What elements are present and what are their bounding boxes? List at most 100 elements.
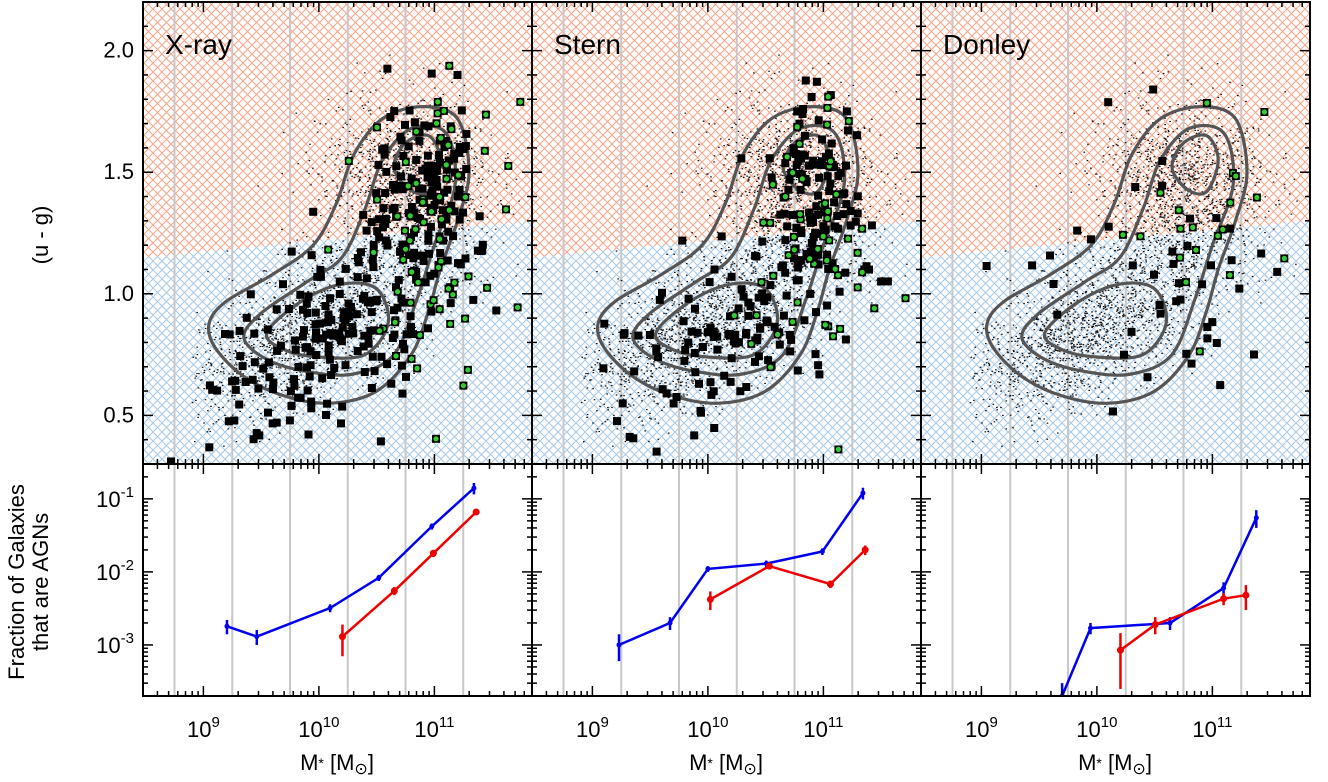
flag-marker	[374, 197, 380, 203]
flag-marker	[828, 158, 834, 164]
agn-point	[440, 188, 449, 197]
flag-marker	[1177, 226, 1183, 232]
agn-point	[304, 430, 313, 439]
flag-marker	[435, 264, 442, 270]
agn-point	[396, 247, 404, 256]
agn-point	[369, 240, 378, 249]
density-contour	[1042, 281, 1169, 360]
agn-point	[383, 241, 392, 250]
agn-point	[826, 179, 835, 188]
xlabel-0: M* [M⊙]	[300, 750, 374, 778]
agn-point	[455, 215, 464, 224]
agn-point	[424, 236, 433, 245]
flag-marker	[784, 154, 790, 160]
y-tick-label: 0.5	[103, 402, 134, 427]
agn-point	[450, 154, 459, 163]
flag-marker	[1220, 226, 1226, 233]
agn-point	[354, 258, 363, 267]
agn-point	[307, 397, 316, 406]
color-mass-panels: X-ray Stern Donley 0.5 1.0 1.5 2.0	[103, 1, 1311, 465]
agn-point	[379, 204, 388, 213]
agn-point	[599, 364, 608, 373]
agn-point	[658, 385, 667, 394]
flag-marker	[1176, 207, 1182, 213]
agn-point	[810, 254, 818, 263]
agn-point	[822, 152, 830, 161]
agn-point	[815, 370, 824, 379]
flag-marker	[835, 272, 841, 278]
blue-series-line	[226, 487, 475, 638]
agn-point	[444, 156, 453, 165]
flag-marker	[791, 247, 797, 253]
agn-point	[380, 144, 389, 153]
agn-point	[783, 222, 792, 231]
agn-point	[1182, 349, 1191, 358]
agn-point	[736, 387, 745, 396]
agn-point	[421, 278, 430, 287]
agn-point	[843, 126, 852, 135]
agn-point	[249, 435, 258, 444]
agn-point	[290, 381, 299, 390]
agn-point	[443, 256, 452, 265]
agn-point	[291, 336, 299, 345]
agn-point	[785, 330, 794, 339]
flag-marker	[1227, 200, 1233, 206]
flag-marker	[446, 63, 452, 69]
flag-marker	[407, 300, 414, 306]
agn-point	[322, 411, 330, 419]
flag-marker	[826, 237, 832, 243]
agn-point	[455, 148, 464, 157]
red-sequence-region	[532, 2, 921, 258]
agn-point	[691, 304, 699, 313]
agn-point	[1149, 85, 1158, 94]
agn-point	[284, 305, 293, 313]
agn-point	[382, 167, 391, 176]
flag-marker	[438, 135, 444, 141]
agn-point	[734, 304, 743, 313]
flag-marker	[403, 159, 409, 165]
agn-point	[367, 384, 376, 392]
agn-point	[447, 201, 456, 210]
agn-point	[304, 292, 313, 301]
agn-point	[1176, 295, 1185, 304]
agn-point	[782, 291, 791, 300]
flag-marker	[465, 367, 471, 373]
agn-point	[1049, 280, 1058, 288]
agn-point	[276, 341, 285, 350]
agn-point	[823, 301, 832, 310]
red-series-line	[1119, 593, 1247, 652]
agn-point	[680, 356, 689, 365]
agn-point	[254, 384, 263, 393]
agn-point	[369, 263, 378, 272]
agn-point	[372, 295, 381, 304]
agn-point	[296, 393, 305, 402]
agn-point	[335, 290, 344, 298]
agn-point	[287, 401, 296, 410]
agn-point	[807, 93, 816, 101]
agn-point	[291, 345, 300, 354]
flag-marker	[824, 105, 831, 111]
flag-marker	[820, 233, 826, 239]
agn-point	[388, 205, 397, 214]
agn-point	[325, 355, 334, 364]
flag-marker	[431, 297, 437, 303]
agn-point	[800, 316, 809, 325]
agn-point	[327, 371, 336, 379]
agn-point	[390, 185, 399, 194]
agn-point	[455, 186, 464, 194]
flag-marker	[1281, 255, 1287, 261]
agn-point	[238, 362, 247, 371]
agn-point	[814, 250, 823, 259]
agn-point	[753, 336, 762, 345]
agn-point	[814, 191, 823, 200]
y-tick-label: 10-1	[96, 484, 134, 512]
agn-point	[720, 371, 729, 380]
agn-point	[812, 202, 821, 211]
agn-point	[754, 293, 763, 302]
flag-marker	[782, 194, 789, 200]
flag-marker	[435, 99, 441, 105]
blue-series-point	[224, 623, 230, 629]
agn-point	[842, 161, 850, 170]
bottom-ylabel-line2: that are AGNs	[28, 513, 53, 651]
agn-point	[375, 233, 384, 242]
